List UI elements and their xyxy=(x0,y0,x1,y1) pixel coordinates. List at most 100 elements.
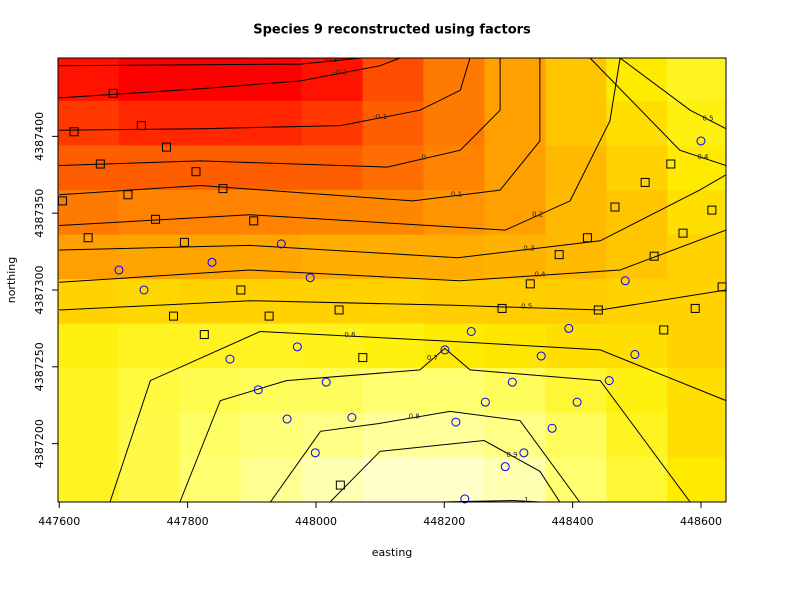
heat-cell xyxy=(545,367,607,413)
heat-cell xyxy=(667,412,726,458)
square-point xyxy=(554,250,564,260)
circle-point xyxy=(547,423,557,433)
x-tick-label: 448600 xyxy=(680,515,722,528)
heat-cell xyxy=(667,323,726,369)
heat-cell xyxy=(667,189,726,235)
plot-frame xyxy=(57,57,727,503)
heat-cell xyxy=(301,323,364,369)
y-axis-label: northing xyxy=(5,257,18,304)
square-point xyxy=(236,285,246,295)
circle-point xyxy=(440,345,450,355)
square-point xyxy=(649,251,659,261)
circle-point xyxy=(696,136,706,146)
heat-cell xyxy=(545,323,607,369)
contour-label: 0.5 xyxy=(702,114,713,122)
square-point xyxy=(169,311,179,321)
circle-point xyxy=(321,377,331,387)
heat-cell xyxy=(545,100,607,146)
contour-line xyxy=(59,58,541,202)
square-point xyxy=(136,121,146,131)
heat-cell xyxy=(484,144,546,190)
heat-cell xyxy=(667,58,726,101)
circle-point xyxy=(225,354,235,364)
square-point xyxy=(69,127,79,137)
heat-cell xyxy=(240,58,303,101)
y-tick-label: 4387200 xyxy=(33,419,46,468)
square-point xyxy=(179,237,189,247)
heat-cell xyxy=(423,412,486,458)
contour-line xyxy=(59,58,501,168)
heat-cell xyxy=(484,278,546,324)
y-tick-label: 4387300 xyxy=(33,265,46,314)
heat-cell xyxy=(484,367,546,413)
square-point xyxy=(264,311,274,321)
contour-line xyxy=(59,58,471,131)
heat-cell xyxy=(606,367,668,413)
heat-cell xyxy=(179,456,242,502)
x-tick-label: 447800 xyxy=(167,515,209,528)
circle-point xyxy=(564,323,574,333)
heat-cell xyxy=(667,456,726,502)
contour-label: 0.8 xyxy=(409,413,420,421)
heat-cell xyxy=(179,189,242,235)
heat-cell xyxy=(240,189,303,235)
circle-point xyxy=(460,494,470,504)
circle-point xyxy=(507,377,517,387)
square-point xyxy=(108,88,118,98)
heat-cell xyxy=(118,412,181,458)
heat-cell xyxy=(118,189,181,235)
contour-line xyxy=(109,330,726,502)
circle-point xyxy=(604,376,614,386)
square-point xyxy=(358,353,368,363)
heat-cell xyxy=(606,144,668,190)
square-point xyxy=(678,228,688,238)
heat-cell xyxy=(118,278,181,324)
circle-point xyxy=(347,413,357,423)
contour-line xyxy=(329,439,561,502)
heat-cell xyxy=(179,144,242,190)
square-point xyxy=(497,303,507,313)
heat-cell xyxy=(118,367,181,413)
contour-line xyxy=(59,174,726,259)
circle-point xyxy=(207,257,217,267)
square-point xyxy=(666,159,676,169)
heat-cell xyxy=(484,100,546,146)
square-point xyxy=(83,233,93,243)
contour-line xyxy=(179,347,691,502)
heat-cell xyxy=(301,278,364,324)
contour-label: 0.2 xyxy=(532,210,543,218)
contour-line xyxy=(619,58,726,130)
circle-point xyxy=(253,385,263,395)
heat-cell xyxy=(58,233,120,280)
heat-cell xyxy=(301,58,364,101)
heat-cell xyxy=(423,100,486,146)
contour-label: 1 xyxy=(524,496,528,504)
square-point xyxy=(218,184,228,194)
contour-label: 0.1 xyxy=(451,191,462,199)
heat-cell xyxy=(179,278,242,324)
heat-cell xyxy=(301,456,364,502)
square-point xyxy=(707,205,717,215)
square-point xyxy=(593,305,603,315)
heat-cell xyxy=(362,323,425,369)
circle-point xyxy=(276,239,286,249)
heat-cell xyxy=(423,456,486,502)
heat-cell xyxy=(606,323,668,369)
contours: -0.3 -0.2 -0.1 0 0.1 0.2 0.3 0.4 0.5 0.5 0.4 0.6 0.7… xyxy=(59,58,726,504)
heat-cell xyxy=(179,58,242,101)
square-point xyxy=(199,330,209,340)
contour-label: 0.4 xyxy=(534,270,546,278)
contour-label: 0 xyxy=(422,154,426,162)
heat-cell xyxy=(58,367,120,413)
heat-cell xyxy=(240,144,303,190)
contour-line xyxy=(59,58,621,231)
contour-label: 0.4 xyxy=(697,153,709,161)
heat-cell xyxy=(240,412,303,458)
heat-cell xyxy=(484,58,546,101)
heat-cell xyxy=(606,233,668,280)
heat-cell xyxy=(545,144,607,190)
heat-cell xyxy=(545,278,607,324)
circle-point xyxy=(500,462,510,472)
contour-line xyxy=(59,58,361,67)
y-tick-label: 4387400 xyxy=(33,112,46,161)
